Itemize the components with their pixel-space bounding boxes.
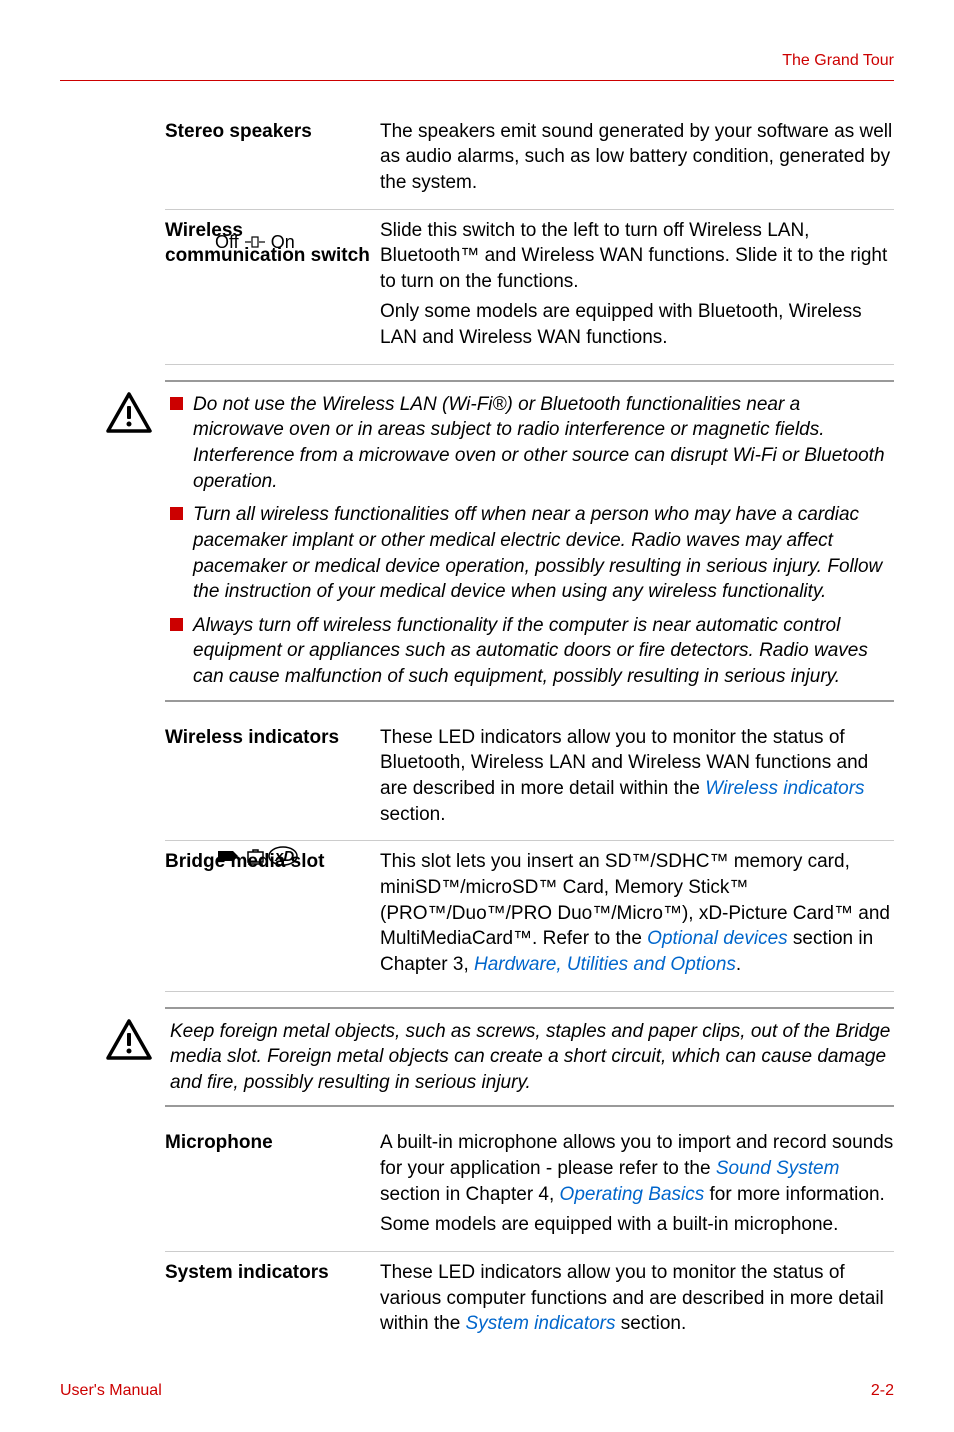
link-text[interactable]: Optional devices (647, 928, 787, 949)
row-text: These LED indicators allow you to monito… (380, 1260, 894, 1337)
table-row: Wireless indicators These LED indicators… (165, 717, 894, 841)
media-slot-icon: xD (215, 845, 305, 867)
link-text[interactable]: Sound System (716, 1158, 840, 1179)
row-text: Some models are equipped with a built-in… (380, 1212, 894, 1238)
wireless-switch-icon: Off On (215, 230, 305, 254)
link-text[interactable]: Wireless indicators (705, 778, 864, 799)
table-row: xD Bridge media slot This slot lets you … (165, 840, 894, 991)
row-text: These LED indicators allow you to monito… (380, 725, 894, 828)
bullet-text: Always turn off wireless functionality i… (193, 613, 894, 690)
bullet-text: Do not use the Wireless LAN (Wi-Fi®) or … (193, 392, 894, 495)
warning-icon (105, 392, 160, 442)
table-section-1: Stereo speakers The speakers emit sound … (165, 111, 894, 365)
bullet-square-icon (170, 507, 183, 520)
warning-block-1: Do not use the Wireless LAN (Wi-Fi®) or … (165, 380, 894, 702)
page-footer: User's Manual 2-2 (60, 1380, 894, 1402)
row-label-microphone: Microphone (165, 1130, 380, 1243)
table-row: Stereo speakers The speakers emit sound … (165, 111, 894, 209)
bullet-item: Always turn off wireless functionality i… (170, 613, 894, 690)
row-text: Only some models are equipped with Bluet… (380, 299, 894, 350)
row-label-stereo: Stereo speakers (165, 119, 380, 201)
row-content: These LED indicators allow you to monito… (380, 725, 894, 833)
warning-content: Keep foreign metal objects, such as scre… (170, 1019, 894, 1096)
footer-right: 2-2 (871, 1380, 894, 1402)
row-content: These LED indicators allow you to monito… (380, 1260, 894, 1342)
row-content: A built-in microphone allows you to impo… (380, 1130, 894, 1243)
warning-block-2: Keep foreign metal objects, such as scre… (165, 1007, 894, 1108)
link-text[interactable]: System indicators (466, 1313, 616, 1334)
footer-left: User's Manual (60, 1380, 162, 1402)
row-label-system-indicators: System indicators (165, 1260, 380, 1342)
link-text[interactable]: Operating Basics (560, 1184, 705, 1205)
switch-icon (245, 235, 265, 249)
bullet-text: Turn all wireless functionalities off wh… (193, 502, 894, 605)
bridge-media-icons: xD (215, 845, 305, 875)
table-section-2: Wireless indicators These LED indicators… (165, 717, 894, 992)
row-text: Slide this switch to the left to turn of… (380, 218, 894, 295)
page-header-title: The Grand Tour (60, 50, 894, 72)
row-text: The speakers emit sound generated by you… (380, 119, 894, 196)
row-label-wireless-indicators: Wireless indicators (165, 725, 380, 833)
table-section-3: Microphone A built-in microphone allows … (165, 1122, 894, 1349)
warning-icon (105, 1019, 160, 1069)
off-label: Off (215, 230, 239, 254)
table-row: Microphone A built-in microphone allows … (165, 1122, 894, 1251)
warning-content: Do not use the Wireless LAN (Wi-Fi®) or … (170, 392, 894, 690)
bullet-square-icon (170, 397, 183, 410)
bullet-item: Do not use the Wireless LAN (Wi-Fi®) or … (170, 392, 894, 495)
row-text: A built-in microphone allows you to impo… (380, 1130, 894, 1207)
row-content: This slot lets you insert an SD™/SDHC™ m… (380, 849, 894, 982)
table-row: System indicators These LED indicators a… (165, 1251, 894, 1350)
on-label: On (271, 230, 295, 254)
link-text[interactable]: Hardware, Utilities and Options (474, 954, 736, 975)
row-content: The speakers emit sound generated by you… (380, 119, 894, 201)
bullet-square-icon (170, 618, 183, 631)
row-content: Slide this switch to the left to turn of… (380, 218, 894, 356)
header-divider (60, 80, 894, 81)
row-text: This slot lets you insert an SD™/SDHC™ m… (380, 849, 894, 977)
bullet-item: Turn all wireless functionalities off wh… (170, 502, 894, 605)
table-row: Off On Wireless communication switch Sli… (165, 209, 894, 365)
